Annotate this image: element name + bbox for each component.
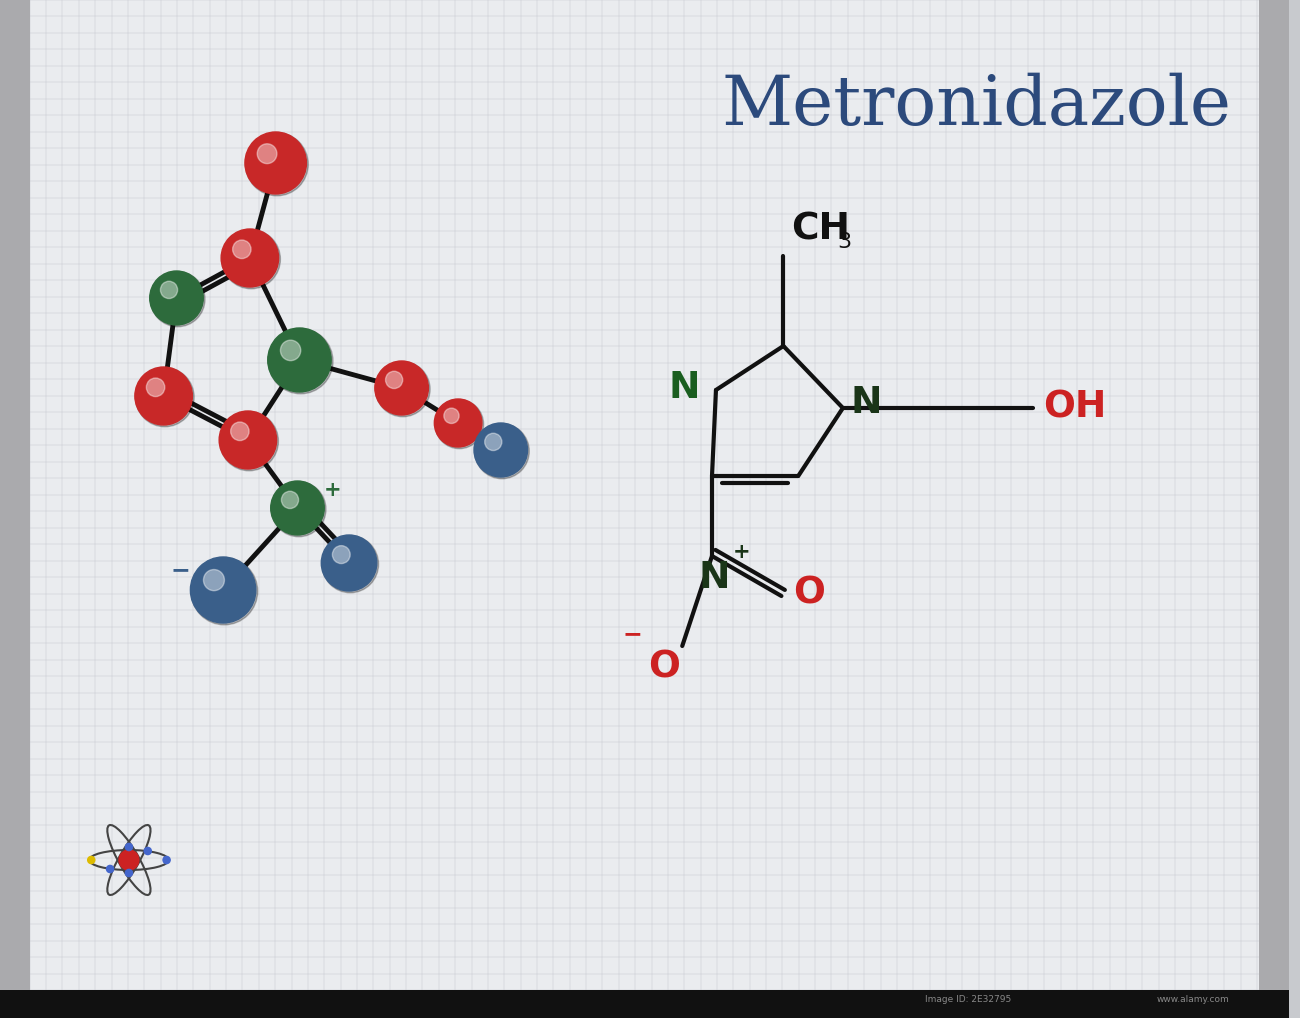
Circle shape xyxy=(272,482,326,536)
Circle shape xyxy=(120,850,139,870)
Circle shape xyxy=(162,856,170,863)
Circle shape xyxy=(434,399,482,447)
Circle shape xyxy=(190,557,256,623)
Text: N: N xyxy=(668,370,701,406)
Text: −: − xyxy=(623,622,642,646)
Circle shape xyxy=(151,272,205,327)
Circle shape xyxy=(233,240,251,259)
Bar xyxy=(0,989,1290,1018)
Text: Metronidazole: Metronidazole xyxy=(722,73,1232,139)
Circle shape xyxy=(150,271,203,325)
Circle shape xyxy=(443,408,459,423)
Text: O: O xyxy=(649,651,680,686)
Circle shape xyxy=(281,340,300,360)
Text: Image ID: 2E32795: Image ID: 2E32795 xyxy=(926,996,1011,1005)
Circle shape xyxy=(135,367,194,427)
Circle shape xyxy=(220,411,278,470)
Text: www.alamy.com: www.alamy.com xyxy=(1157,996,1230,1005)
Text: −: − xyxy=(170,558,190,582)
Circle shape xyxy=(268,329,333,394)
Circle shape xyxy=(144,847,151,854)
Circle shape xyxy=(321,535,377,591)
Circle shape xyxy=(107,865,113,872)
Circle shape xyxy=(87,856,95,863)
Circle shape xyxy=(281,492,299,509)
Circle shape xyxy=(222,230,281,289)
Circle shape xyxy=(376,361,430,416)
Circle shape xyxy=(386,372,403,389)
Circle shape xyxy=(270,480,324,535)
Circle shape xyxy=(160,281,178,298)
Text: 3: 3 xyxy=(837,232,852,252)
Circle shape xyxy=(147,378,165,397)
Circle shape xyxy=(474,423,528,477)
Text: N: N xyxy=(698,560,729,596)
Text: CH: CH xyxy=(792,212,850,248)
Bar xyxy=(1260,0,1290,1018)
Circle shape xyxy=(322,535,378,592)
Circle shape xyxy=(333,546,350,564)
Circle shape xyxy=(221,229,278,287)
Text: O: O xyxy=(793,576,826,612)
Circle shape xyxy=(244,132,307,194)
Circle shape xyxy=(485,434,502,451)
Text: OH: OH xyxy=(1043,390,1106,426)
Circle shape xyxy=(125,869,133,876)
Circle shape xyxy=(374,361,429,415)
Text: +: + xyxy=(324,480,341,500)
Circle shape xyxy=(125,843,133,851)
Text: +: + xyxy=(733,542,750,562)
Circle shape xyxy=(257,144,277,164)
Circle shape xyxy=(436,400,484,449)
Circle shape xyxy=(246,132,308,195)
Circle shape xyxy=(191,558,257,625)
Bar xyxy=(0,0,30,1018)
Circle shape xyxy=(135,367,192,425)
Circle shape xyxy=(474,423,529,478)
Circle shape xyxy=(230,422,250,441)
Circle shape xyxy=(204,569,225,590)
Text: N: N xyxy=(850,385,883,421)
Circle shape xyxy=(220,411,277,469)
Circle shape xyxy=(268,328,332,392)
